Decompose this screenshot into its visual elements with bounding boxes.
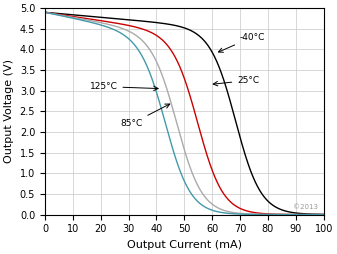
125°C	[166, 130, 170, 133]
25°C	[265, 212, 269, 215]
Line: 25°C: 25°C	[45, 12, 324, 215]
125°C	[234, 212, 238, 215]
-40°C	[260, 193, 264, 196]
Text: 125°C: 125°C	[90, 82, 158, 91]
-40°C	[71, 13, 75, 16]
Text: 25°C: 25°C	[213, 76, 259, 86]
125°C	[265, 213, 269, 216]
Line: 125°C: 125°C	[45, 12, 324, 215]
-40°C	[265, 199, 269, 202]
-40°C	[43, 11, 47, 14]
85°C	[166, 90, 170, 93]
25°C	[156, 35, 160, 38]
-40°C	[166, 23, 170, 26]
-40°C	[156, 21, 160, 24]
25°C	[71, 15, 75, 18]
Y-axis label: Output Voltage (V): Output Voltage (V)	[4, 59, 14, 163]
Text: 85°C: 85°C	[120, 104, 170, 128]
25°C	[234, 205, 238, 208]
25°C	[260, 212, 264, 215]
85°C	[43, 11, 47, 14]
85°C	[71, 16, 75, 19]
85°C	[321, 213, 326, 216]
-40°C	[321, 213, 326, 216]
Text: -40°C: -40°C	[218, 33, 266, 52]
125°C	[43, 11, 47, 14]
85°C	[156, 63, 160, 66]
125°C	[156, 94, 160, 98]
X-axis label: Output Current (mA): Output Current (mA)	[127, 240, 242, 250]
25°C	[43, 11, 47, 14]
25°C	[166, 44, 170, 47]
125°C	[71, 17, 75, 20]
125°C	[260, 213, 264, 216]
Line: -40°C: -40°C	[45, 12, 324, 214]
85°C	[260, 213, 264, 216]
25°C	[321, 213, 326, 216]
Text: ©2013: ©2013	[293, 204, 318, 210]
85°C	[265, 213, 269, 216]
Line: 85°C: 85°C	[45, 12, 324, 215]
85°C	[234, 211, 238, 214]
-40°C	[234, 122, 238, 125]
125°C	[321, 213, 326, 216]
